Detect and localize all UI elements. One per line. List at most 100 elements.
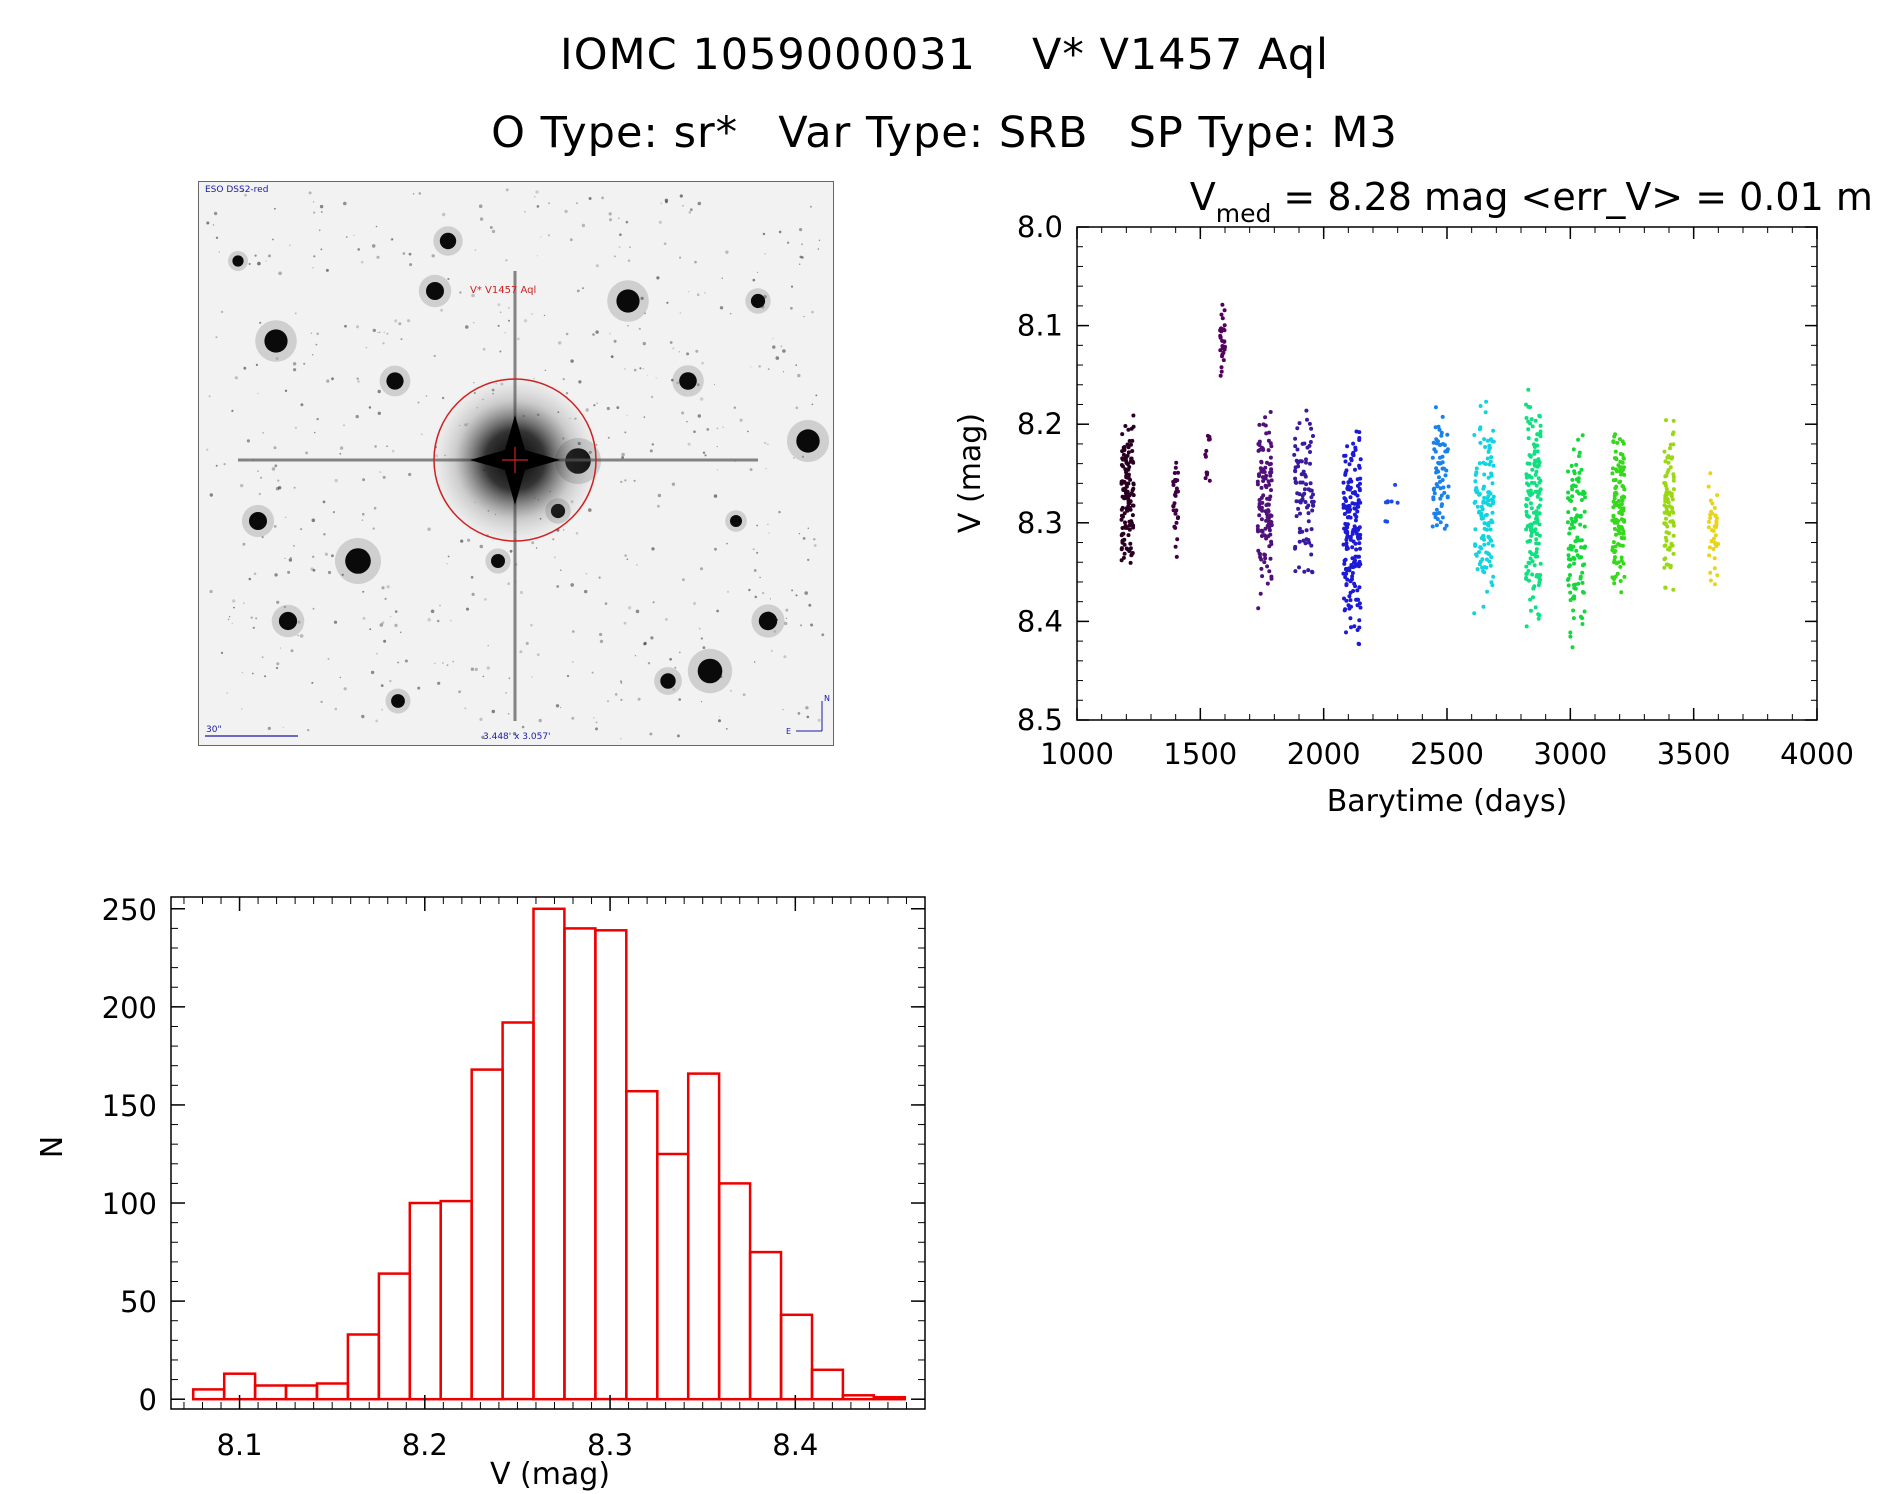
light-curve-point-0-51 [1130, 513, 1135, 518]
light-curve-point-5-48 [1299, 459, 1304, 464]
faint-star [607, 700, 609, 702]
light-curve-point-0-40 [1120, 456, 1125, 461]
light-curve-point-11-82 [1578, 614, 1583, 619]
light-curve-point-9-44 [1489, 455, 1494, 460]
faint-star [682, 205, 684, 207]
light-curve-point-6-174 [1357, 525, 1362, 530]
faint-star [292, 362, 297, 366]
faint-star [427, 527, 431, 531]
light-curve-point-9-100 [1482, 472, 1487, 477]
light-curve-point-5-67 [1297, 499, 1302, 504]
faint-star [334, 478, 338, 483]
light-curve-point-10-89 [1538, 429, 1543, 434]
faint-star [254, 254, 257, 257]
faint-star [383, 331, 385, 334]
light-curve-point-3-6 [1219, 369, 1224, 374]
faint-star [343, 424, 345, 426]
faint-star [311, 518, 316, 523]
light-curve-point-0-124 [1126, 467, 1131, 472]
light-curve-point-12-26 [1621, 484, 1626, 489]
light-curve-point-6-135 [1342, 453, 1347, 458]
light-curve-point-6-188 [1347, 566, 1351, 571]
light-curve-point-0-80 [1127, 439, 1132, 443]
light-curve-point-10-102 [1537, 413, 1542, 418]
faint-star [595, 264, 599, 268]
light-curve-point-11-38 [1571, 525, 1576, 530]
light-curve-point-9-86 [1488, 459, 1493, 464]
faint-star [361, 519, 364, 521]
faint-star [634, 655, 637, 657]
light-curve-point-10-43 [1528, 538, 1532, 543]
faint-star [547, 234, 550, 237]
light-curve-point-4-60 [1256, 448, 1261, 453]
faint-star [473, 322, 475, 324]
light-curve-point-14-34 [1716, 542, 1721, 546]
faint-star [209, 493, 213, 497]
light-curve-point-0-107 [1121, 487, 1126, 492]
light-curve-point-1-7 [1174, 486, 1179, 491]
faint-star [379, 331, 381, 333]
faint-star [679, 194, 683, 198]
light-curve-point-9-129 [1490, 583, 1495, 588]
light-curve-point-3-28 [1222, 328, 1227, 333]
light-curve-point-10-148 [1528, 550, 1533, 554]
light-curve-point-13-67 [1664, 418, 1668, 423]
light-curve-point-6-189 [1351, 529, 1355, 534]
faint-star [297, 634, 299, 637]
light-curve-point-10-58 [1526, 427, 1531, 432]
faint-star [370, 670, 375, 675]
light-curve-point-12-34 [1612, 526, 1617, 531]
light-curve-point-4-47 [1255, 524, 1260, 529]
faint-star [283, 606, 286, 608]
faint-star [809, 205, 813, 208]
faint-star [676, 381, 680, 385]
histogram-bar-7 [408, 1201, 442, 1401]
light-curve-point-8-56 [1437, 461, 1442, 466]
light-curve-point-12-31 [1619, 535, 1624, 540]
bright-star [264, 329, 288, 353]
faint-star [334, 707, 338, 711]
faint-star [633, 368, 637, 372]
light-curve-point-10-67 [1533, 472, 1538, 477]
faint-star [293, 368, 297, 372]
light-curve-point-6-161 [1347, 462, 1352, 467]
faint-star [808, 603, 812, 607]
plot-title-line-2: O Type: sr* Var Type: SRB SP Type: M3 [0, 108, 1889, 158]
light-curve-point-10-79 [1531, 586, 1536, 591]
faint-star [753, 569, 757, 572]
faint-star [323, 533, 326, 536]
light-curve-point-12-129 [1619, 511, 1624, 516]
hist-xtick-label-1: 8.2 [402, 1428, 448, 1462]
faint-star [682, 578, 685, 582]
light-curve-point-10-112 [1532, 481, 1537, 485]
light-curve-point-0-106 [1127, 548, 1132, 553]
histogram-bar-18 [748, 1250, 783, 1401]
light-curve-point-11-28 [1565, 520, 1570, 525]
compass-east-label: E [786, 727, 791, 736]
faint-star [790, 285, 794, 288]
light-curve-point-9-87 [1477, 492, 1482, 497]
faint-star [261, 536, 264, 539]
faint-star [795, 364, 797, 366]
faint-star [365, 346, 367, 349]
light-curve-point-12-49 [1622, 574, 1627, 579]
light-curve-point-9-127 [1479, 504, 1484, 509]
faint-star [293, 545, 295, 547]
light-curve-point-0-122 [1129, 442, 1133, 447]
light-curve-point-6-37 [1355, 588, 1360, 593]
faint-star [284, 557, 286, 559]
faint-star [786, 241, 790, 244]
light-curve-point-0-44 [1130, 449, 1135, 453]
faint-star [613, 255, 616, 258]
light-curve-point-10-139 [1530, 424, 1535, 429]
histogram-bar-13 [594, 929, 628, 1401]
light-curve-point-6-111 [1354, 514, 1359, 519]
light-curve-point-10-146 [1537, 503, 1542, 508]
bright-star [697, 658, 723, 684]
light-curve-point-13-66 [1670, 432, 1675, 437]
bright-star [491, 554, 505, 568]
light-curve-point-9-9 [1478, 404, 1483, 408]
light-curve-point-10-71 [1531, 595, 1535, 600]
lc-xtick-label-3: 2500 [1410, 737, 1484, 771]
light-curve-point-4-54 [1265, 581, 1270, 586]
